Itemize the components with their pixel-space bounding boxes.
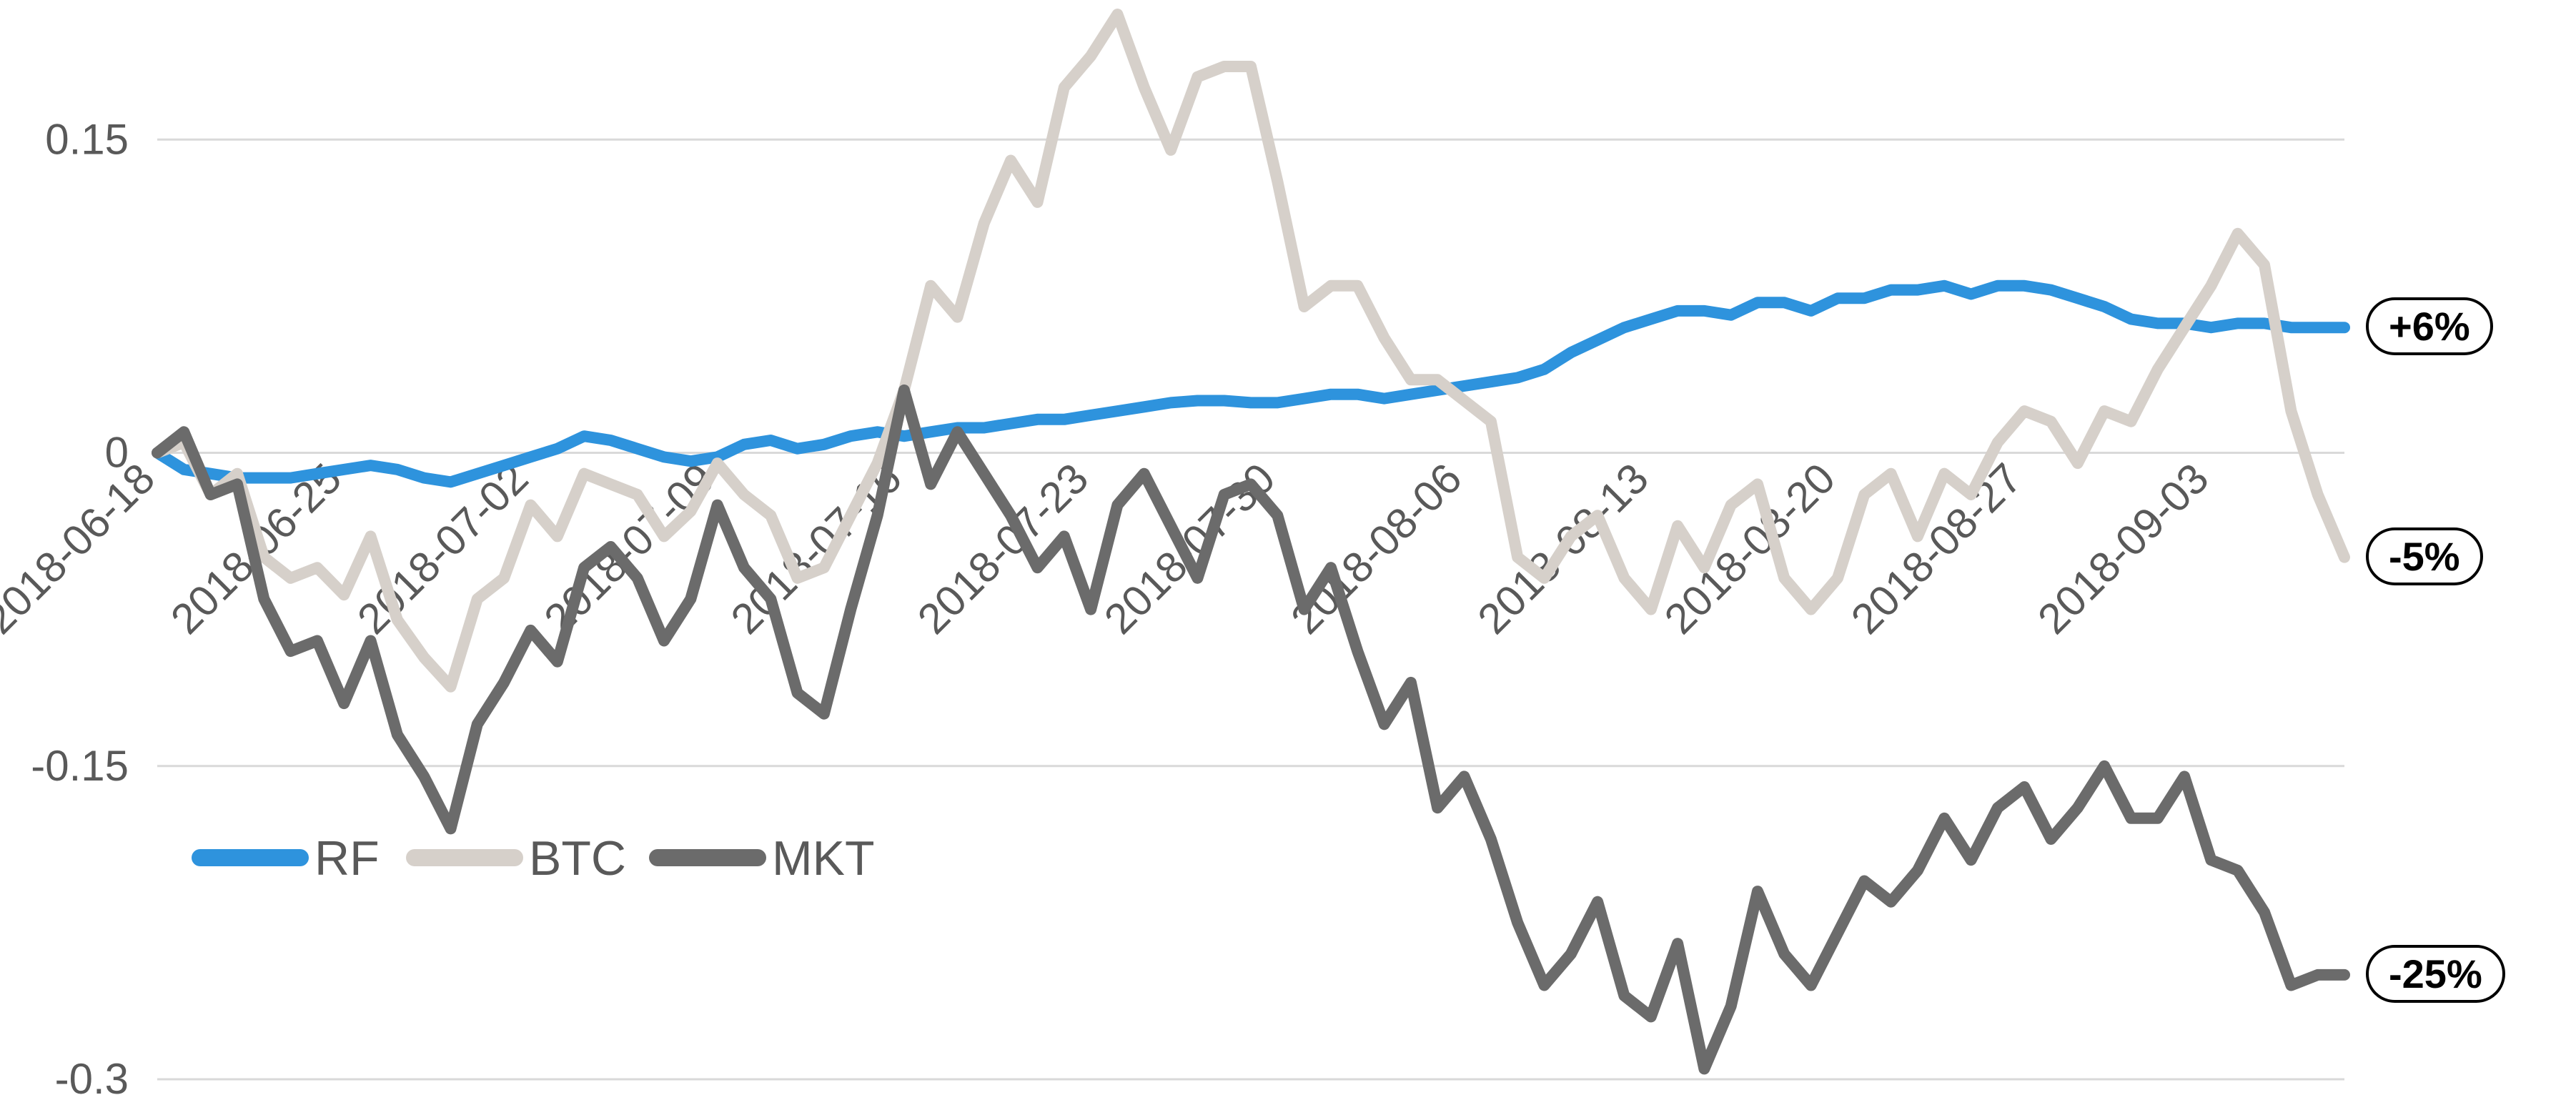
x-tick-label: 2018-08-06 [1282,454,1470,643]
line-chart: 0.150-0.15-0.32018-06-182018-06-252018-0… [0,0,2576,1095]
y-tick-label: -0.15 [31,742,129,790]
end-badge-rf: +6% [2366,297,2493,355]
x-tick-label-group: 2018-08-06 [1282,454,1470,643]
legend-label-mkt: MKT [772,831,875,886]
y-tick-label: 0.15 [45,115,129,163]
end-badge-mkt: -25% [2366,945,2505,1003]
x-tick-label: 2018-08-20 [1655,454,1844,643]
y-tick-label: -0.3 [55,1055,129,1095]
chart-svg: 0.150-0.15-0.32018-06-182018-06-252018-0… [0,0,2576,1095]
x-tick-label-group: 2018-09-03 [2028,454,2217,643]
end-badge-btc: -5% [2366,527,2483,585]
x-tick-label-group: 2018-08-20 [1655,454,1844,643]
legend-label-rf: RF [314,831,380,886]
series-btc [157,14,2344,687]
x-tick-label: 2018-09-03 [2028,454,2217,643]
x-tick-label: 2018-07-09 [535,454,723,643]
x-tick-label-group: 2018-07-09 [535,454,723,643]
x-tick-label: 2018-06-18 [0,454,164,643]
legend-label-btc: BTC [529,831,626,886]
x-tick-label-group: 2018-06-18 [0,454,164,643]
